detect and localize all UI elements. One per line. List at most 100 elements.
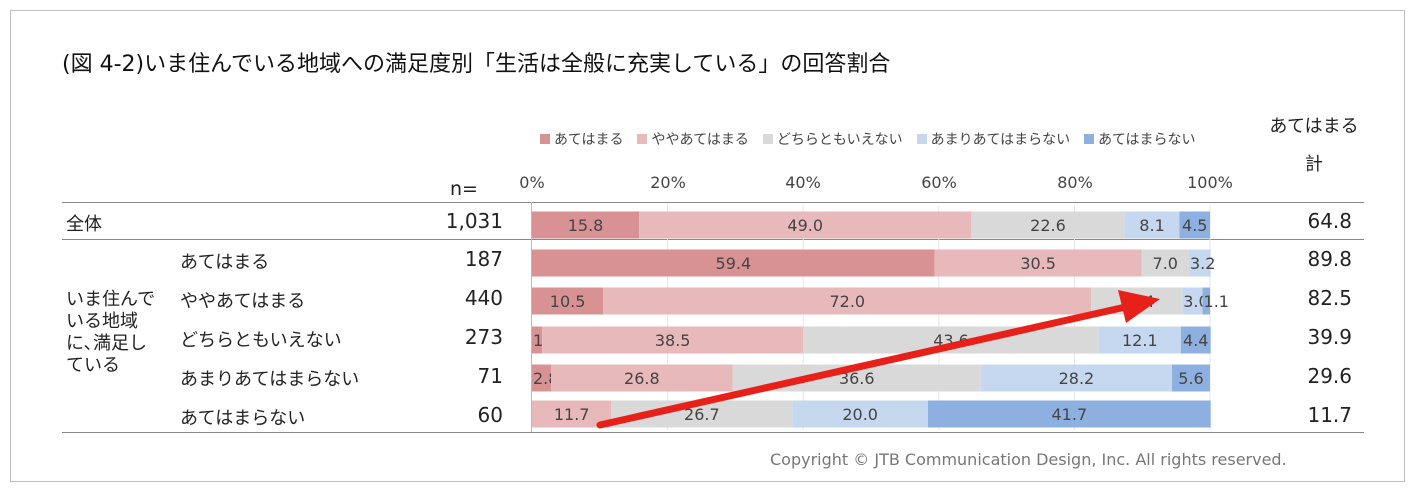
- total-value: 39.9: [1307, 325, 1352, 349]
- data-label: 36.6: [839, 369, 875, 388]
- row-label: どちらともいえない: [180, 330, 342, 351]
- legend-label: あてはまらない: [1098, 132, 1196, 148]
- bar-segment: [532, 211, 640, 239]
- row-label: ややあてはまる: [180, 291, 306, 312]
- data-label: 11.7: [554, 405, 590, 424]
- n-value: 60: [477, 403, 503, 427]
- x-tick-label: 100%: [1187, 173, 1233, 192]
- total-header-line1: あてはまる: [1269, 116, 1359, 137]
- bar-segment: [532, 326, 543, 354]
- bar-segment: [1188, 249, 1211, 277]
- bar-segment: [603, 287, 1092, 315]
- data-label: 3.2: [1190, 254, 1215, 273]
- data-label: 7.0: [1153, 254, 1178, 273]
- data-label: 20.0: [842, 405, 878, 424]
- bar-segment: [532, 287, 604, 315]
- data-label: 4.5: [1182, 216, 1207, 235]
- legend-swatch: [1084, 134, 1095, 144]
- bar-segment: [532, 364, 551, 392]
- bar-segment: [980, 364, 1173, 392]
- group-label-line: いる地域: [66, 311, 138, 332]
- legend-label: あてはまる: [554, 132, 624, 148]
- total-header-line2: 計: [1305, 154, 1323, 175]
- bar-segment: [1202, 287, 1210, 315]
- bar-segment: [1141, 249, 1189, 277]
- legend-label: どちらともいえない: [776, 132, 903, 148]
- bar-segment: [792, 400, 928, 428]
- bar-segment: [971, 211, 1125, 239]
- data-label: 30.5: [1020, 254, 1056, 273]
- row-label: あてはまる: [180, 252, 270, 273]
- n-value: 273: [464, 325, 503, 349]
- chart-title: (図 4-2)いま住んでいる地域への満足度別「生活は全般に充実している」の回答割…: [62, 52, 891, 77]
- data-label: 1.1: [1204, 292, 1229, 311]
- data-label: 8.1: [1139, 216, 1164, 235]
- group-label-line: ている: [66, 355, 120, 376]
- data-label: 10.5: [550, 292, 586, 311]
- data-label: 26.8: [624, 369, 660, 388]
- table-bottom-rule: [62, 432, 1364, 433]
- row-label-all: 全体: [66, 214, 102, 235]
- row-label: あまりあてはまらない: [180, 369, 360, 390]
- group-label-line: いま住んで: [66, 289, 156, 310]
- legend-item: あてはまらない: [1084, 129, 1196, 149]
- n-value: 71: [477, 364, 503, 388]
- group-label-line: に､満足し: [66, 333, 147, 354]
- x-tick-label: 0%: [519, 173, 545, 192]
- total-value: 11.7: [1307, 403, 1352, 427]
- n-value: 187: [464, 247, 503, 271]
- data-label: 22.6: [1030, 216, 1066, 235]
- x-tick-label: 20%: [650, 173, 686, 192]
- data-label: 5.6: [1178, 369, 1203, 388]
- data-label: 59.4: [716, 254, 752, 273]
- legend: あてはまる ややあてはまる どちらともいえない あまりあてはまらない あてはまら…: [540, 129, 1196, 149]
- legend-swatch: [540, 134, 550, 144]
- copyright-text: Copyright © JTB Communication Design, In…: [770, 450, 1287, 469]
- annotation-arrow-shaft: [596, 302, 1134, 429]
- bar-segment: [1124, 211, 1180, 239]
- bar-segment: [1172, 364, 1210, 392]
- total-value: 82.5: [1307, 286, 1352, 310]
- y-axis-line: [531, 202, 532, 432]
- bar-segment: [1098, 326, 1181, 354]
- bar-segment: [1180, 326, 1211, 354]
- legend-item: あてはまる: [540, 129, 623, 149]
- legend-swatch: [637, 134, 648, 144]
- total-value: 89.8: [1307, 247, 1352, 271]
- legend-label: ややあてはまる: [651, 132, 749, 148]
- row-label: あてはまらない: [180, 408, 306, 429]
- total-header: あてはまる 計: [1262, 108, 1366, 184]
- n-header: n=: [450, 178, 478, 200]
- data-label: 49.0: [787, 216, 823, 235]
- group-label: いま住んで いる地域 に､満足し ている: [66, 289, 176, 377]
- bar-segment: [532, 249, 935, 277]
- bar-segment: [927, 400, 1211, 428]
- legend-label: あまりあてはまらない: [930, 132, 1071, 148]
- data-label: 38.5: [655, 331, 691, 350]
- data-label: 26.7: [684, 405, 720, 424]
- n-value: 440: [464, 286, 503, 310]
- bar-segment: [542, 326, 804, 354]
- data-label: 41.7: [1052, 405, 1088, 424]
- bar-segment: [1182, 287, 1203, 315]
- data-label: 3.0: [1183, 292, 1208, 311]
- legend-item: どちらともいえない: [762, 129, 903, 149]
- legend-swatch: [762, 134, 773, 144]
- data-label: 28.2: [1059, 369, 1095, 388]
- x-tick-label: 60%: [921, 173, 957, 192]
- annotation-arrow-head: [1118, 290, 1160, 323]
- table-row-rule: [62, 239, 1364, 240]
- data-label: 72.0: [829, 292, 865, 311]
- n-value: 1,031: [445, 209, 503, 233]
- legend-item: あまりあてはまらない: [916, 129, 1071, 149]
- data-label: 12.1: [1122, 331, 1158, 350]
- bar-segment: [1179, 211, 1210, 239]
- legend-item: ややあてはまる: [637, 129, 749, 149]
- total-value: 64.8: [1307, 209, 1352, 233]
- bar-segment: [550, 364, 733, 392]
- x-tick-label: 80%: [1057, 173, 1093, 192]
- bar-segment: [639, 211, 972, 239]
- data-label: 4.4: [1183, 331, 1208, 350]
- table-top-rule: [62, 202, 1364, 203]
